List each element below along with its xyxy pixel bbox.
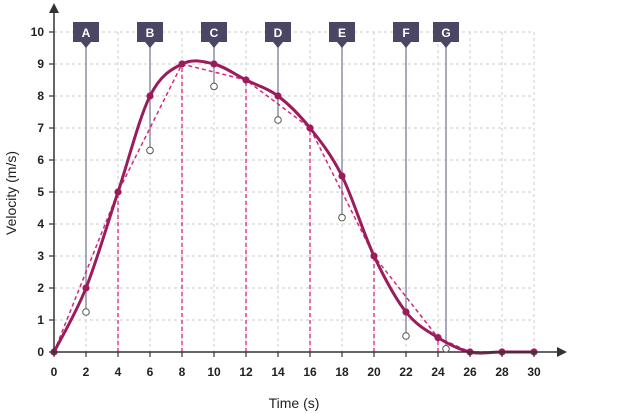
marker-tag — [329, 22, 355, 48]
data-point — [338, 172, 346, 180]
x-tick-label: 20 — [367, 365, 381, 379]
y-tick-label: 4 — [37, 217, 44, 231]
marker-point — [402, 332, 410, 340]
dashed-series-line — [53, 63, 534, 353]
x-tick-label: 0 — [51, 365, 58, 379]
y-tick-label: 1 — [37, 313, 44, 327]
curve-series — [50, 59, 538, 356]
x-tick-label: 24 — [431, 365, 445, 379]
y-tick-label: 2 — [37, 281, 44, 295]
marker-b: B — [137, 22, 163, 155]
x-tick-label: 8 — [179, 365, 186, 379]
axes — [49, 3, 567, 357]
marker-label: E — [338, 26, 346, 40]
y-tick-label: 0 — [37, 345, 44, 359]
x-tick-label: 10 — [207, 365, 221, 379]
marker-point — [210, 82, 218, 91]
y-axis-title: Velocity (m/s) — [3, 151, 19, 235]
marker-a: A — [73, 22, 99, 316]
x-tick-label: 16 — [303, 365, 317, 379]
y-tick-label: 5 — [37, 185, 44, 199]
marker-tag — [201, 22, 227, 48]
data-point — [434, 334, 442, 342]
marker-label: F — [402, 26, 409, 40]
data-point — [306, 124, 314, 132]
marker-point — [274, 116, 282, 124]
x-tick-label: 2 — [83, 365, 90, 379]
y-tick-label: 7 — [37, 121, 44, 135]
dashed-verticals — [117, 64, 439, 352]
data-point — [274, 92, 282, 100]
data-point — [210, 60, 218, 68]
marker-tag — [393, 22, 419, 48]
data-point — [242, 76, 250, 84]
y-tick-label: 9 — [37, 57, 44, 71]
data-point — [402, 308, 410, 316]
marker-point — [338, 213, 346, 222]
marker-label: C — [210, 26, 219, 40]
marker-label: B — [146, 26, 155, 40]
marker-point — [82, 308, 90, 316]
x-tick-label: 22 — [399, 365, 413, 379]
x-tick-label: 30 — [527, 365, 541, 379]
marker-tag — [265, 22, 291, 48]
marker-label: G — [441, 26, 450, 40]
marker-e: E — [329, 22, 355, 222]
x-tick-label: 12 — [239, 365, 253, 379]
velocity-curve — [52, 59, 534, 355]
data-point — [146, 92, 154, 100]
marker-tag — [73, 22, 99, 48]
data-point — [178, 60, 186, 68]
marker-g: G — [433, 22, 459, 353]
marker-point — [146, 146, 154, 155]
x-tick-label: 18 — [335, 365, 349, 379]
marker-tag — [433, 22, 459, 48]
data-point — [370, 252, 378, 260]
x-tick-label: 14 — [271, 365, 285, 379]
marker-f: F — [393, 22, 419, 340]
y-tick-label: 3 — [37, 249, 44, 263]
x-axis-title: Time (s) — [269, 395, 320, 411]
y-tick-label: 8 — [37, 89, 44, 103]
x-tick-label: 26 — [463, 365, 477, 379]
data-point — [82, 284, 90, 292]
marker-tag — [137, 22, 163, 48]
y-axis-arrow — [49, 3, 59, 13]
x-axis-arrow — [557, 347, 567, 357]
y-tick-label: 10 — [31, 25, 45, 39]
marker-d: D — [265, 22, 291, 124]
marker-c: C — [201, 22, 227, 91]
data-point — [114, 188, 122, 196]
marker-label: A — [82, 26, 91, 40]
dashed-series — [53, 63, 534, 353]
x-tick-label: 6 — [147, 365, 154, 379]
markers: A B C D E F G — [73, 22, 459, 353]
marker-point — [442, 345, 450, 353]
grid — [54, 31, 535, 352]
marker-stems — [85, 46, 447, 349]
marker-label: D — [274, 26, 283, 40]
x-tick-label: 4 — [115, 365, 122, 379]
y-tick-label: 6 — [37, 153, 44, 167]
x-tick-label: 28 — [495, 365, 509, 379]
